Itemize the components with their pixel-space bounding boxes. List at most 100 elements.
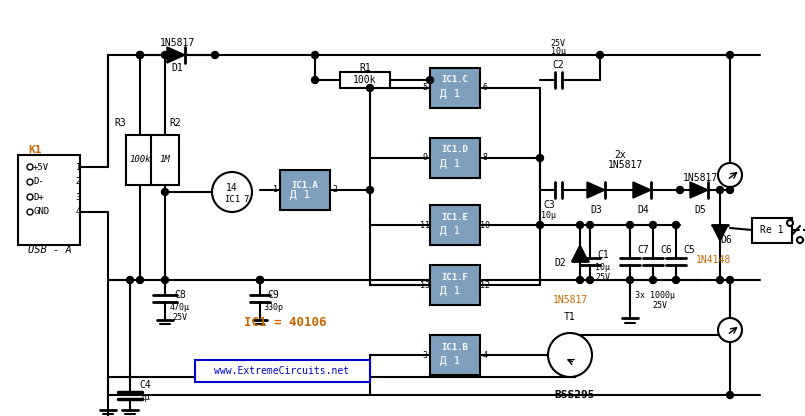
Text: 1: 1 [76,163,80,171]
Text: 10: 10 [480,220,490,230]
Text: IC1.F: IC1.F [442,272,469,282]
Circle shape [366,186,374,193]
Text: IC1.C: IC1.C [442,75,469,84]
Text: 1N5817: 1N5817 [608,160,642,170]
Text: 8: 8 [482,154,488,163]
Text: 3: 3 [423,351,427,359]
FancyBboxPatch shape [430,68,480,108]
Circle shape [716,277,724,283]
Text: IC1.D: IC1.D [442,146,469,154]
FancyBboxPatch shape [195,360,370,382]
Text: D+: D+ [33,193,43,201]
Text: R3: R3 [114,118,126,128]
Text: 25V: 25V [551,39,565,47]
FancyBboxPatch shape [430,138,480,178]
Text: Re 1: Re 1 [760,225,784,235]
Text: IC1.A: IC1.A [291,181,319,190]
Text: USB - A: USB - A [28,245,72,255]
Polygon shape [587,182,605,198]
Text: 2x: 2x [614,150,625,160]
Text: C2: C2 [552,60,563,70]
Text: Д 1: Д 1 [440,159,460,169]
Text: C5: C5 [683,245,695,255]
Text: 6: 6 [482,84,488,92]
Circle shape [257,277,263,283]
Text: 100k: 100k [130,156,151,164]
Circle shape [536,221,543,228]
Text: 13: 13 [420,280,430,290]
Text: 1µ: 1µ [139,394,151,403]
Text: D6: D6 [720,235,732,245]
Circle shape [716,186,724,193]
Text: 1: 1 [273,186,278,195]
Text: 9: 9 [423,154,427,163]
Circle shape [626,221,634,228]
Text: +5V: +5V [33,163,49,171]
Text: 1N5817: 1N5817 [159,38,195,48]
Circle shape [312,52,319,59]
Text: 2: 2 [332,186,337,195]
Text: Д 1: Д 1 [290,190,310,200]
Text: GND: GND [33,208,49,216]
Circle shape [672,277,679,283]
Text: D4: D4 [637,205,649,215]
Text: 25V: 25V [596,273,610,282]
Circle shape [797,237,803,243]
FancyBboxPatch shape [151,135,179,185]
Circle shape [312,77,319,84]
Text: C3: C3 [543,200,555,210]
Text: C4: C4 [139,380,151,390]
Circle shape [137,277,143,283]
Text: 330p: 330p [263,304,283,312]
FancyBboxPatch shape [430,335,480,375]
Text: C8: C8 [174,290,186,300]
Circle shape [787,220,793,226]
Text: 100k: 100k [353,75,377,85]
Text: D5: D5 [694,205,706,215]
Circle shape [366,84,374,92]
Text: 11: 11 [420,220,430,230]
Circle shape [587,221,593,228]
FancyBboxPatch shape [340,72,390,88]
Text: 10µ: 10µ [542,210,556,220]
Circle shape [257,277,263,283]
Text: 1M: 1M [159,156,171,164]
Circle shape [137,52,143,59]
FancyBboxPatch shape [430,205,480,245]
Text: D1: D1 [171,63,183,73]
Text: IC1: IC1 [224,196,240,205]
Circle shape [212,172,252,212]
Text: IC1 = 40106: IC1 = 40106 [244,315,326,329]
Text: www.ExtremeCircuits.net: www.ExtremeCircuits.net [214,366,349,376]
Text: 470µ: 470µ [170,304,190,312]
Text: Д 1: Д 1 [440,89,460,99]
Text: K1: K1 [28,145,42,155]
Text: C9: C9 [267,290,279,300]
Text: 5: 5 [423,84,427,92]
Text: 4: 4 [482,351,488,359]
Text: Д 1: Д 1 [440,356,460,366]
Text: D-: D- [33,178,43,186]
Text: Д 1: Д 1 [440,226,460,236]
Circle shape [726,186,733,193]
Circle shape [726,391,733,399]
Text: 1N4148: 1N4148 [696,255,731,265]
Circle shape [162,188,168,196]
Text: T1: T1 [564,312,576,322]
Text: R2: R2 [169,118,181,128]
Text: 12: 12 [480,280,490,290]
Text: BSS295: BSS295 [555,390,595,400]
Circle shape [137,52,143,59]
Text: 10µ: 10µ [551,47,565,57]
Polygon shape [712,225,728,241]
Circle shape [27,179,33,185]
Polygon shape [572,245,588,261]
Text: IC1.E: IC1.E [442,213,469,221]
FancyBboxPatch shape [752,218,792,243]
Circle shape [27,209,33,215]
Circle shape [726,52,733,59]
Text: 2: 2 [76,178,80,186]
Circle shape [27,164,33,170]
Circle shape [597,52,604,59]
Circle shape [718,163,742,187]
